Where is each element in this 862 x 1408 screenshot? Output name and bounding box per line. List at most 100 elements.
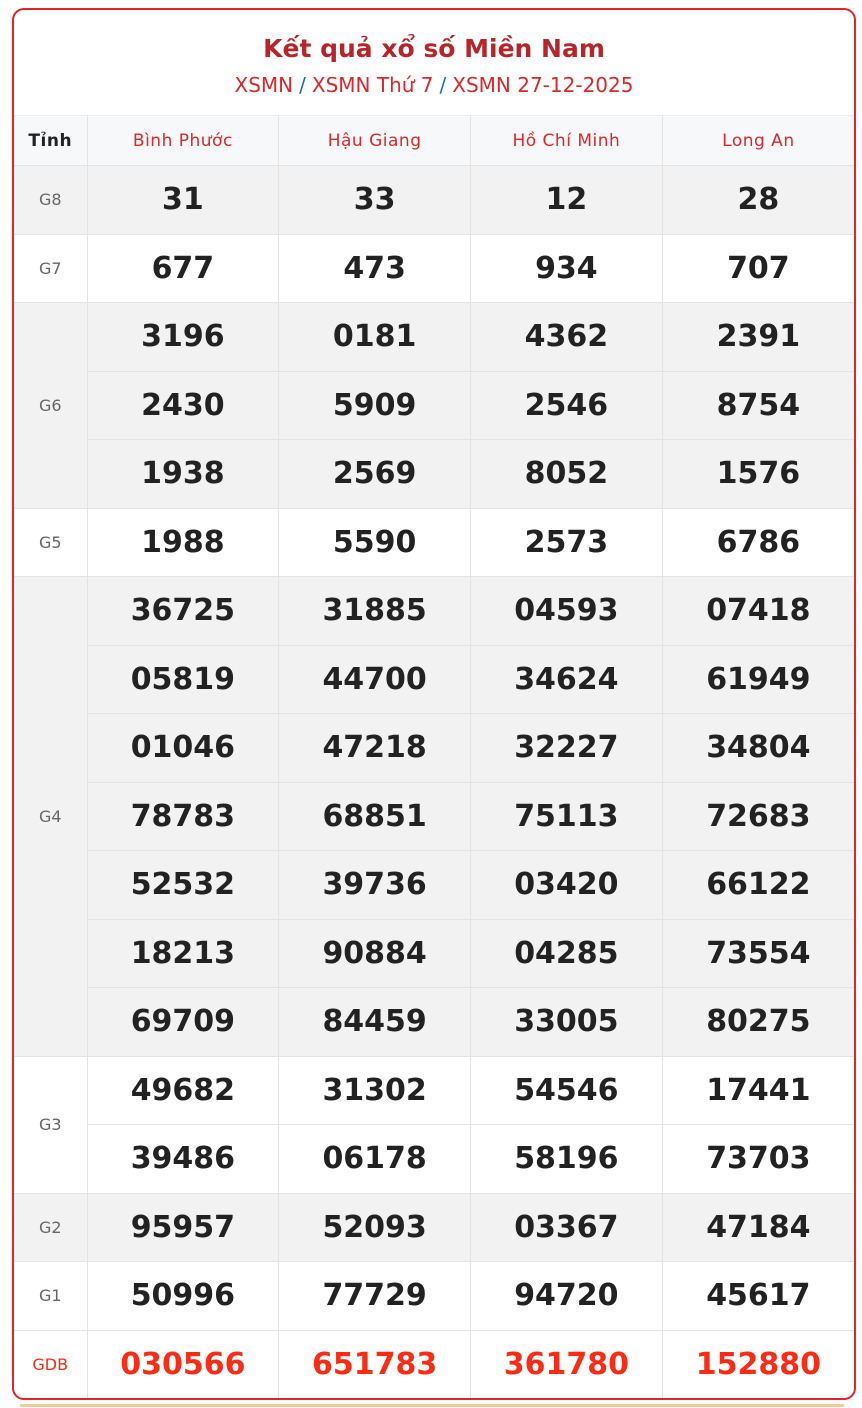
prize-number: 94720 bbox=[470, 1261, 663, 1331]
prize-number: 5909 bbox=[278, 370, 471, 440]
special-prize-number: 152880 bbox=[661, 1329, 854, 1398]
prize-number: 84459 bbox=[278, 987, 471, 1057]
prize-number: 2573 bbox=[470, 507, 663, 577]
prize-label: G1 bbox=[14, 1261, 88, 1331]
results-table: Tỉnh Bình Phước Hậu Giang Hồ Chí Minh Lo… bbox=[14, 115, 854, 1398]
prize-number: 06178 bbox=[278, 1124, 471, 1194]
prize-number: 6786 bbox=[661, 507, 854, 577]
prize-row-g4: 78783 68851 75113 72683 bbox=[14, 781, 854, 851]
prize-row-g4: 52532 39736 03420 66122 bbox=[14, 850, 854, 920]
prize-number: 36725 bbox=[86, 576, 280, 646]
page-title: Kết quả xổ số Miền Nam bbox=[263, 34, 605, 63]
prize-number: 0181 bbox=[278, 302, 471, 372]
prize-number: 5590 bbox=[278, 507, 471, 577]
prize-row-g5: G5 1988 5590 2573 6786 bbox=[14, 507, 854, 577]
prize-number: 50996 bbox=[86, 1261, 280, 1331]
prize-number: 934 bbox=[470, 233, 663, 303]
prize-number: 03420 bbox=[470, 850, 663, 920]
prize-row-g7: G7 677 473 934 707 bbox=[14, 233, 854, 303]
prize-number: 47184 bbox=[661, 1192, 854, 1262]
prize-number: 73554 bbox=[661, 918, 854, 988]
prize-row-g8: G8 31 33 12 28 bbox=[14, 165, 854, 235]
prize-number: 39736 bbox=[278, 850, 471, 920]
prize-row-g4: 05819 44700 34624 61949 bbox=[14, 644, 854, 714]
table-header-row: Tỉnh Bình Phước Hậu Giang Hồ Chí Minh Lo… bbox=[14, 115, 854, 166]
prize-number: 31 bbox=[86, 165, 280, 235]
prize-label: G2 bbox=[14, 1192, 88, 1262]
prize-number: 39486 bbox=[86, 1124, 280, 1194]
prize-number: 2546 bbox=[470, 370, 663, 440]
prize-number: 07418 bbox=[661, 576, 854, 646]
prize-row-g2: G2 95957 52093 03367 47184 bbox=[14, 1192, 854, 1262]
prize-number: 75113 bbox=[470, 781, 663, 851]
prize-number: 78783 bbox=[86, 781, 280, 851]
prize-number: 1938 bbox=[86, 439, 280, 509]
prize-row-g1: G1 50996 77729 94720 45617 bbox=[14, 1261, 854, 1331]
breadcrumb-xsmn[interactable]: XSMN bbox=[234, 73, 294, 97]
prize-number: 31302 bbox=[278, 1055, 471, 1125]
prize-number: 12 bbox=[470, 165, 663, 235]
province-header[interactable]: Hồ Chí Minh bbox=[470, 115, 663, 166]
prize-number: 68851 bbox=[278, 781, 471, 851]
prize-number: 8754 bbox=[661, 370, 854, 440]
prize-number: 54546 bbox=[470, 1055, 663, 1125]
prize-number: 58196 bbox=[470, 1124, 663, 1194]
prize-number: 17441 bbox=[661, 1055, 854, 1125]
breadcrumb-xsmn-date[interactable]: XSMN 27-12-2025 bbox=[452, 73, 634, 97]
province-header[interactable]: Hậu Giang bbox=[278, 115, 471, 166]
prize-number: 05819 bbox=[86, 644, 280, 714]
prize-number: 52532 bbox=[86, 850, 280, 920]
prize-number: 04285 bbox=[470, 918, 663, 988]
prize-number: 2391 bbox=[661, 302, 854, 372]
prize-number: 32227 bbox=[470, 713, 663, 783]
prize-label: G3 bbox=[14, 1055, 88, 1194]
divider bbox=[20, 1404, 844, 1407]
prize-row-g4: 18213 90884 04285 73554 bbox=[14, 918, 854, 988]
prize-number: 34804 bbox=[661, 713, 854, 783]
prize-number: 4362 bbox=[470, 302, 663, 372]
prize-number: 8052 bbox=[470, 439, 663, 509]
prize-number: 45617 bbox=[661, 1261, 854, 1331]
prize-number: 61949 bbox=[661, 644, 854, 714]
breadcrumb-separator: / bbox=[299, 73, 306, 97]
prize-number: 473 bbox=[278, 233, 471, 303]
prize-number: 31885 bbox=[278, 576, 471, 646]
province-column-header: Tỉnh bbox=[14, 115, 88, 166]
prize-number: 1988 bbox=[86, 507, 280, 577]
prize-row-g4: G4 36725 31885 04593 07418 bbox=[14, 576, 854, 1057]
results-header: Kết quả xổ số Miền Nam XSMN / XSMN Thứ 7/X… bbox=[14, 10, 854, 115]
prize-number: 95957 bbox=[86, 1192, 280, 1262]
breadcrumb: XSMN / XSMN Thứ 7/XSMN 27-12-2025 bbox=[14, 72, 854, 98]
results-card: Kết quả xổ số Miền Nam XSMN / XSMN Thứ 7/X… bbox=[12, 8, 856, 1400]
results-body: G8 31 33 12 28 G7 677 473 934 707 G6 3196 0181 4362 23… bbox=[14, 165, 854, 1398]
breadcrumb-xsmn-thu-7[interactable]: XSMN Thứ 7 bbox=[311, 73, 434, 97]
prize-row-g6: 2430 5909 2546 8754 bbox=[14, 370, 854, 440]
prize-number: 73703 bbox=[661, 1124, 854, 1194]
province-header[interactable]: Long An bbox=[661, 115, 854, 166]
prize-number: 01046 bbox=[86, 713, 280, 783]
prize-number: 33 bbox=[278, 165, 471, 235]
prize-row-gdb: GDB 030566 651783 361780 152880 bbox=[14, 1329, 854, 1398]
breadcrumb-separator: / bbox=[439, 73, 447, 97]
prize-number: 72683 bbox=[661, 781, 854, 851]
prize-row-g4: 01046 47218 32227 34804 bbox=[14, 713, 854, 783]
prize-number: 28 bbox=[661, 165, 854, 235]
prize-number: 90884 bbox=[278, 918, 471, 988]
prize-number: 77729 bbox=[278, 1261, 471, 1331]
prize-number: 04593 bbox=[470, 576, 663, 646]
prize-label: GDB bbox=[14, 1329, 88, 1398]
prize-number: 18213 bbox=[86, 918, 280, 988]
prize-number: 47218 bbox=[278, 713, 471, 783]
prize-row-g3: G3 49682 31302 54546 17441 bbox=[14, 1055, 854, 1194]
prize-number: 2430 bbox=[86, 370, 280, 440]
prize-number: 80275 bbox=[661, 987, 854, 1057]
prize-number: 34624 bbox=[470, 644, 663, 714]
prize-label: G7 bbox=[14, 233, 88, 303]
province-header[interactable]: Bình Phước bbox=[86, 115, 280, 166]
prize-number: 2569 bbox=[278, 439, 471, 509]
special-prize-number: 651783 bbox=[278, 1329, 471, 1398]
prize-number: 3196 bbox=[86, 302, 280, 372]
prize-label: G6 bbox=[14, 302, 88, 509]
special-prize-number: 361780 bbox=[470, 1329, 663, 1398]
prize-number: 49682 bbox=[86, 1055, 280, 1125]
